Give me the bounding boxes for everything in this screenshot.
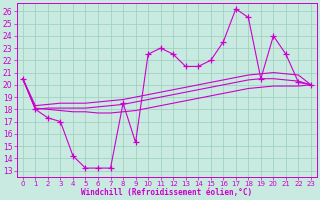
X-axis label: Windchill (Refroidissement éolien,°C): Windchill (Refroidissement éolien,°C) <box>81 188 252 197</box>
